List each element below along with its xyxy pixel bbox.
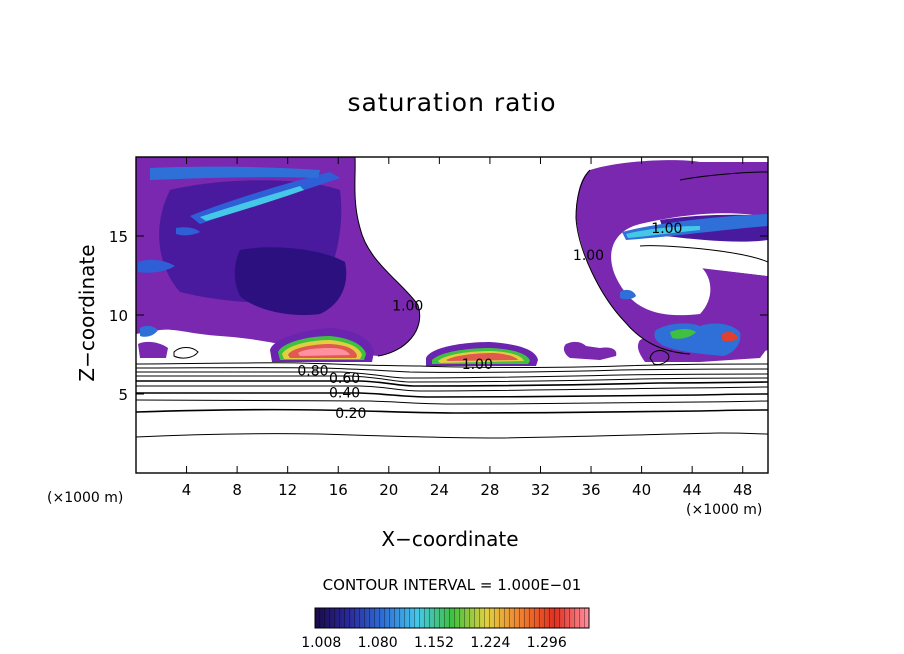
contour-line-1.00-anvil xyxy=(639,245,768,263)
field-cell-right-red xyxy=(722,331,738,342)
contour-line-0.10 xyxy=(136,432,768,439)
x-tick-label: 16 xyxy=(329,481,348,499)
field-region-deep-core xyxy=(234,247,347,316)
x-tick-label: 12 xyxy=(278,481,297,499)
contour-label: 1.00 xyxy=(392,299,423,315)
chart-title: saturation ratio xyxy=(347,88,557,117)
y-tick-label: 15 xyxy=(109,228,128,246)
field-region-right xyxy=(575,160,768,358)
x-tick-label: 8 xyxy=(232,481,242,499)
colorbar-frame xyxy=(314,607,590,629)
x-tick-label: 40 xyxy=(632,481,651,499)
contour-line-0.50 xyxy=(136,385,768,392)
contour-line-0.40 xyxy=(136,392,768,398)
colorbar-tick-label: 1.008 xyxy=(301,635,341,651)
x-tick-label: 4 xyxy=(182,481,192,499)
contour-label: 1.00 xyxy=(462,357,493,373)
contour-line-0.60 xyxy=(136,380,768,387)
field-cell-left-pink xyxy=(298,348,350,356)
contour-line-1.00-upper xyxy=(354,157,421,357)
x-tick-label: 44 xyxy=(683,481,702,499)
contour-line-1.00-anvil-top xyxy=(679,171,768,181)
colorbar-tick-label: 1.296 xyxy=(527,635,567,651)
field-streak-upper-left-core xyxy=(200,186,304,221)
field-cell-small-2 xyxy=(140,325,158,337)
contour-line-0.90 xyxy=(136,367,768,373)
field-region-upper-right-gap xyxy=(640,245,768,276)
x-tick-label: 24 xyxy=(430,481,449,499)
field-streak-left-upper xyxy=(176,227,200,236)
contour-lines xyxy=(136,157,768,439)
contour-line-small-loop-2 xyxy=(173,347,199,359)
contour-label: 0.20 xyxy=(335,406,366,422)
field-cell-small-3 xyxy=(138,341,168,358)
contour-interval-note: CONTOUR INTERVAL = 1.000E−01 xyxy=(322,576,582,594)
contour-line-0.30 xyxy=(136,399,768,405)
field-streak-upper-left-top xyxy=(150,166,320,180)
field-cell-right-green xyxy=(670,329,696,339)
x-tick-label: 48 xyxy=(733,481,752,499)
contour-line-1.00-right xyxy=(575,169,691,355)
colorbar-tick-label: 1.080 xyxy=(358,635,398,651)
x-units-label-left: (×1000 m) xyxy=(47,490,124,506)
contour-line-1.00-low xyxy=(136,362,768,368)
contour-line-0.20 xyxy=(136,408,768,414)
field-cell-center-red xyxy=(446,353,518,361)
field-streak-left-mid xyxy=(138,259,175,273)
x-units-label-right: (×1000 m) xyxy=(686,502,763,518)
contour-label: 0.40 xyxy=(329,385,360,401)
contour-line-small-loop xyxy=(649,350,670,365)
colorbar-tick-label: 1.224 xyxy=(470,635,510,651)
colorbar-stripes xyxy=(315,608,589,628)
y-tick-label: 10 xyxy=(109,307,128,325)
y-tick-label: 5 xyxy=(118,386,128,404)
contour-label: 1.00 xyxy=(573,248,604,264)
contour-label: 1.00 xyxy=(651,221,682,237)
field-cell-small-1 xyxy=(563,341,617,360)
colorbar-tick-labels: 1.008 1.080 1.152 1.224 1.296 xyxy=(301,635,567,651)
y-axis-ticks: 5 10 15 xyxy=(109,228,768,404)
x-axis-label: X−coordinate xyxy=(381,527,519,551)
field-layer xyxy=(136,157,768,366)
x-tick-label: 36 xyxy=(581,481,600,499)
contour-label: 0.80 xyxy=(297,363,328,379)
x-tick-label: 20 xyxy=(379,481,398,499)
contour-label-group: 0.80 0.600.40 0.20 1.00 1.00 1.00 1.00 xyxy=(297,221,682,422)
field-streak-upper-right-core xyxy=(626,226,700,238)
colorbar-tick-label: 1.152 xyxy=(414,635,454,651)
contour-line-0.80 xyxy=(136,371,768,379)
colorbar: 1.008 1.080 1.152 1.224 1.296 xyxy=(301,607,590,651)
x-axis-ticks: 4 8 12 16 20 24 28 32 36 40 44 48 xyxy=(182,157,752,499)
x-tick-label: 32 xyxy=(531,481,550,499)
field-cell-small-4 xyxy=(620,289,636,300)
x-tick-label: 28 xyxy=(480,481,499,499)
contour-line-0.70 xyxy=(136,375,768,383)
contour-label: 0.60 xyxy=(329,371,360,387)
